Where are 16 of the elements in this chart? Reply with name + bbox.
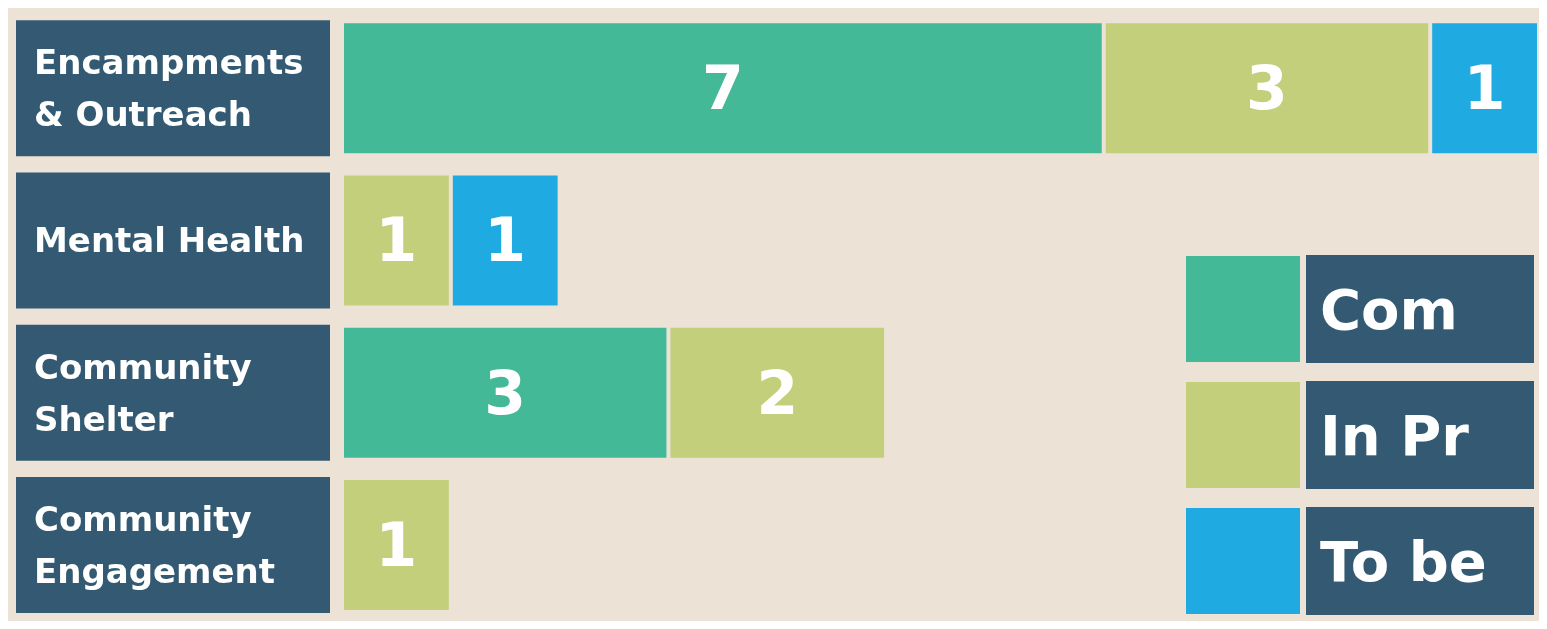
y-tick-label: Encampments & Outreach <box>34 42 316 135</box>
data-label: 3 <box>484 357 527 428</box>
data-label: 7 <box>701 53 744 124</box>
bar <box>342 477 451 612</box>
y-tick-label: Mental Health <box>34 220 305 261</box>
legend-label: Com <box>1320 276 1458 342</box>
y-tick-label: Community Shelter <box>34 346 264 439</box>
data-label: 1 <box>375 205 418 276</box>
legend-label: In Pr <box>1320 402 1470 468</box>
data-label: 2 <box>756 357 799 428</box>
legend-label: To be <box>1320 528 1487 594</box>
data-label: 3 <box>1246 53 1288 124</box>
y-tick-label: Community Engagement <box>34 498 276 591</box>
data-label: 1 <box>375 509 418 580</box>
data-label: 1 <box>1463 53 1506 124</box>
data-label: 1 <box>484 205 527 276</box>
